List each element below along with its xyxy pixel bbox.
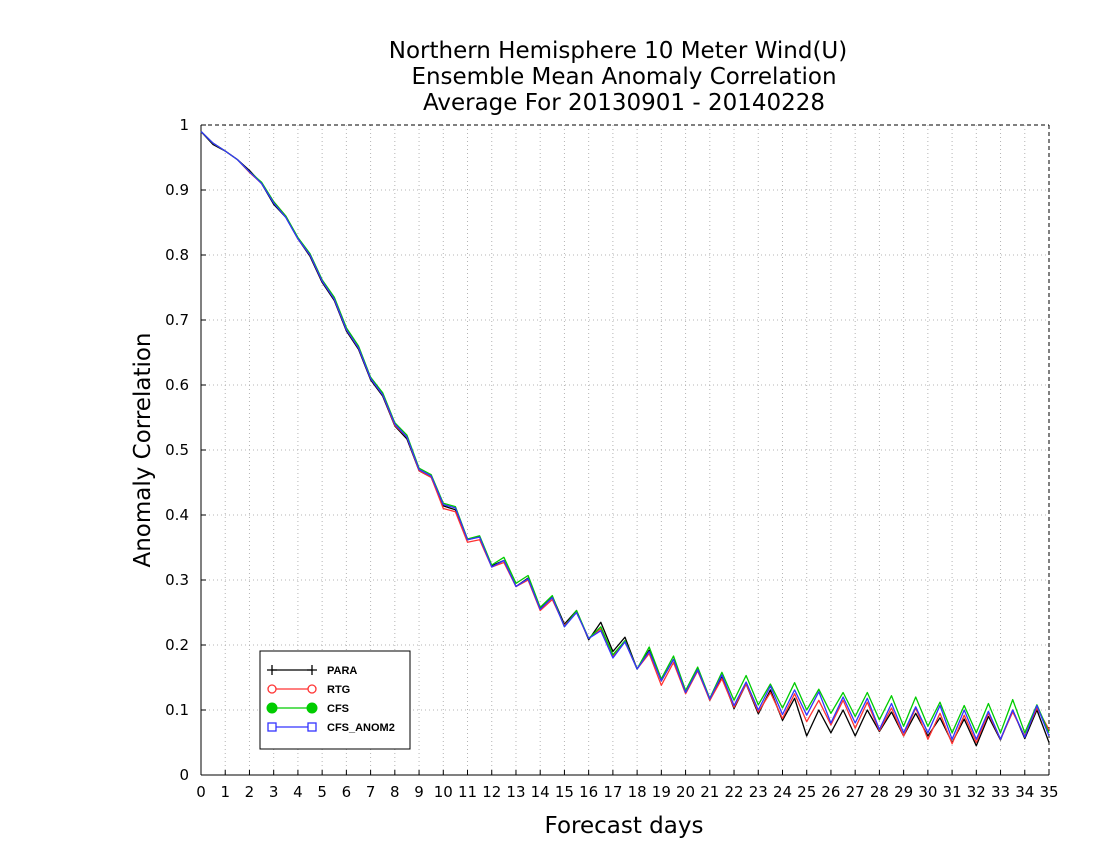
x-tick-label: 3 — [269, 783, 279, 801]
x-tick-label: 15 — [555, 783, 574, 801]
x-tick-label: 2 — [245, 783, 255, 801]
x-tick-label: 0 — [196, 783, 206, 801]
y-tick-label: 0.8 — [165, 246, 189, 264]
series-line-cfs — [200, 131, 1050, 734]
y-tick-label: 0.5 — [165, 441, 189, 459]
y-tick-label: 1 — [179, 116, 189, 134]
legend-label: CFS_ANOM2 — [327, 722, 395, 734]
x-tick-label: 25 — [797, 783, 816, 801]
legend-label: CFS — [327, 703, 349, 715]
x-tick-label: 9 — [414, 783, 424, 801]
x-tick-label: 13 — [506, 783, 525, 801]
y-tick-label: 0.2 — [165, 636, 189, 654]
series-lines — [200, 131, 1050, 747]
legend-box — [259, 650, 411, 750]
y-tick-label: 0.1 — [165, 701, 189, 719]
filled-circle-marker-icon — [306, 702, 318, 714]
y-tick-label: 0.3 — [165, 571, 189, 589]
x-tick-label: 20 — [676, 783, 695, 801]
x-tick-label: 14 — [531, 783, 550, 801]
x-tick-label: 35 — [1039, 783, 1058, 801]
x-tick-label: 19 — [652, 783, 671, 801]
open-square-marker-icon — [267, 722, 277, 732]
axes: 0 1 2 3 4 5 6 7 8 9 10 11 12 13 14 15 16 17 18 19 20 21 22 23 24… — [165, 116, 1058, 801]
x-tick-label: 28 — [870, 783, 889, 801]
x-tick-label: 7 — [366, 783, 376, 801]
x-tick-label: 31 — [943, 783, 962, 801]
x-axis-title: Forecast days — [545, 813, 704, 839]
x-tick-label: 11 — [458, 783, 477, 801]
legend-item-cfs-anom2: CFS_ANOM2 — [267, 722, 395, 734]
x-tick-label: 1 — [220, 783, 230, 801]
legend-item-cfs: CFS — [266, 702, 349, 715]
x-tick-label: 10 — [434, 783, 453, 801]
y-axis-title: Anomaly Correlation — [130, 332, 156, 567]
x-tick-label: 18 — [628, 783, 647, 801]
x-tick-label: 8 — [390, 783, 400, 801]
title-line-1: Northern Hemisphere 10 Meter Wind(U) — [389, 38, 847, 64]
x-tick-label: 32 — [967, 783, 986, 801]
title-line-3: Average For 20130901 - 20140228 — [423, 90, 825, 116]
x-tick-label: 24 — [773, 783, 792, 801]
legend-label: PARA — [327, 665, 357, 677]
y-tick-label: 0.6 — [165, 376, 189, 394]
x-tick-label: 27 — [846, 783, 865, 801]
x-tick-label: 12 — [482, 783, 501, 801]
y-tick-label: 0.4 — [165, 506, 189, 524]
open-square-marker-icon — [307, 722, 317, 732]
x-tick-label: 33 — [991, 783, 1010, 801]
x-tick-label: 34 — [1015, 783, 1034, 801]
x-tick-label: 29 — [894, 783, 913, 801]
open-circle-marker-icon — [267, 684, 277, 694]
grid — [201, 125, 1049, 775]
x-tick-label: 23 — [749, 783, 768, 801]
open-circle-marker-icon — [307, 684, 317, 694]
x-tick-label: 6 — [342, 783, 352, 801]
x-tick-label: 22 — [724, 783, 743, 801]
x-tick-label: 16 — [579, 783, 598, 801]
filled-circle-marker-icon — [266, 702, 278, 714]
y-tick-label: 0 — [179, 766, 189, 784]
plus-marker-icon — [307, 665, 317, 675]
chart-title: Northern Hemisphere 10 Meter Wind(U) Ens… — [389, 38, 847, 116]
legend-label: RTG — [327, 684, 350, 696]
legend-item-para: PARA — [267, 665, 357, 677]
legend: PARA RTG CFS CFS_ANOM2 — [259, 650, 411, 750]
legend-item-rtg: RTG — [267, 684, 350, 696]
series-line-cfs-anom2 — [200, 131, 1050, 740]
x-tick-label: 17 — [603, 783, 622, 801]
x-tick-label: 26 — [821, 783, 840, 801]
y-tick-label: 0.9 — [165, 181, 189, 199]
title-line-2: Ensemble Mean Anomaly Correlation — [411, 64, 836, 90]
x-tick-label: 30 — [918, 783, 937, 801]
plus-marker-icon — [267, 665, 277, 675]
y-tick-label: 0.7 — [165, 311, 189, 329]
x-tick-label: 4 — [293, 783, 303, 801]
x-tick-label: 5 — [317, 783, 327, 801]
x-tick-label: 21 — [700, 783, 719, 801]
